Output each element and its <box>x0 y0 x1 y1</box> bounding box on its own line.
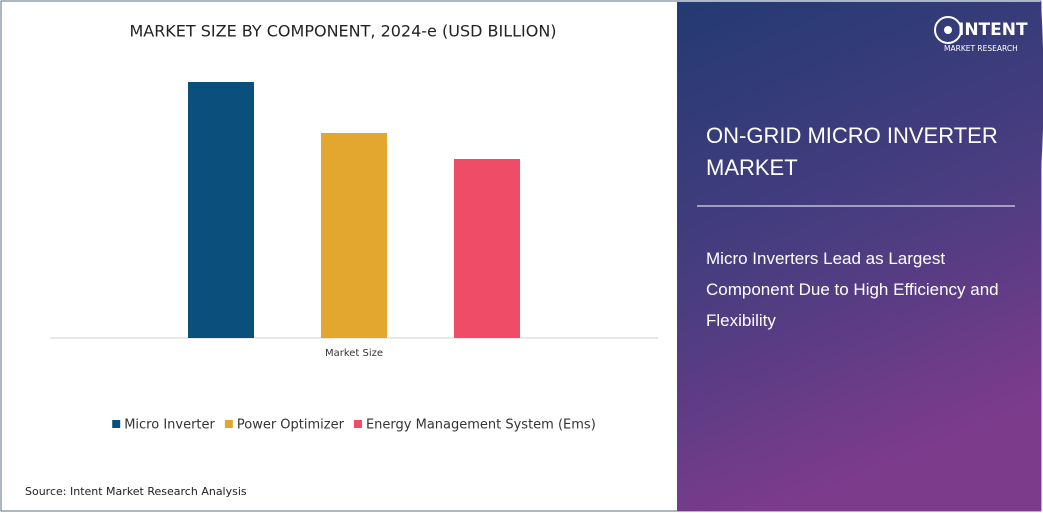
logo-icon <box>934 16 962 44</box>
chart-title: MARKET SIZE BY COMPONENT, 2024-e (USD BI… <box>129 22 556 41</box>
legend-label: Energy Management System (Ems) <box>366 418 596 433</box>
legend-label: Micro Inverter <box>124 418 215 433</box>
bar <box>188 82 254 338</box>
bar <box>454 159 520 338</box>
panel-subtitle: Micro Inverters Lead as Largest Componen… <box>706 249 999 330</box>
panel-main <box>677 2 1043 511</box>
brand: INTENT <box>958 20 1028 40</box>
legend-swatch <box>112 420 121 428</box>
brand-tagline: MARKET RESEARCH <box>944 44 1018 53</box>
legend-swatch <box>353 420 362 428</box>
x-tick-label: Market Size <box>325 348 383 359</box>
legend-swatch <box>224 420 233 428</box>
legend-label: Power Optimizer <box>237 418 345 433</box>
logo-dot <box>944 26 952 34</box>
bar <box>321 133 387 338</box>
panel-title: ON-GRID MICRO INVERTER MARKET <box>706 123 998 180</box>
source: Source: Intent Market Research Analysis <box>25 485 247 498</box>
